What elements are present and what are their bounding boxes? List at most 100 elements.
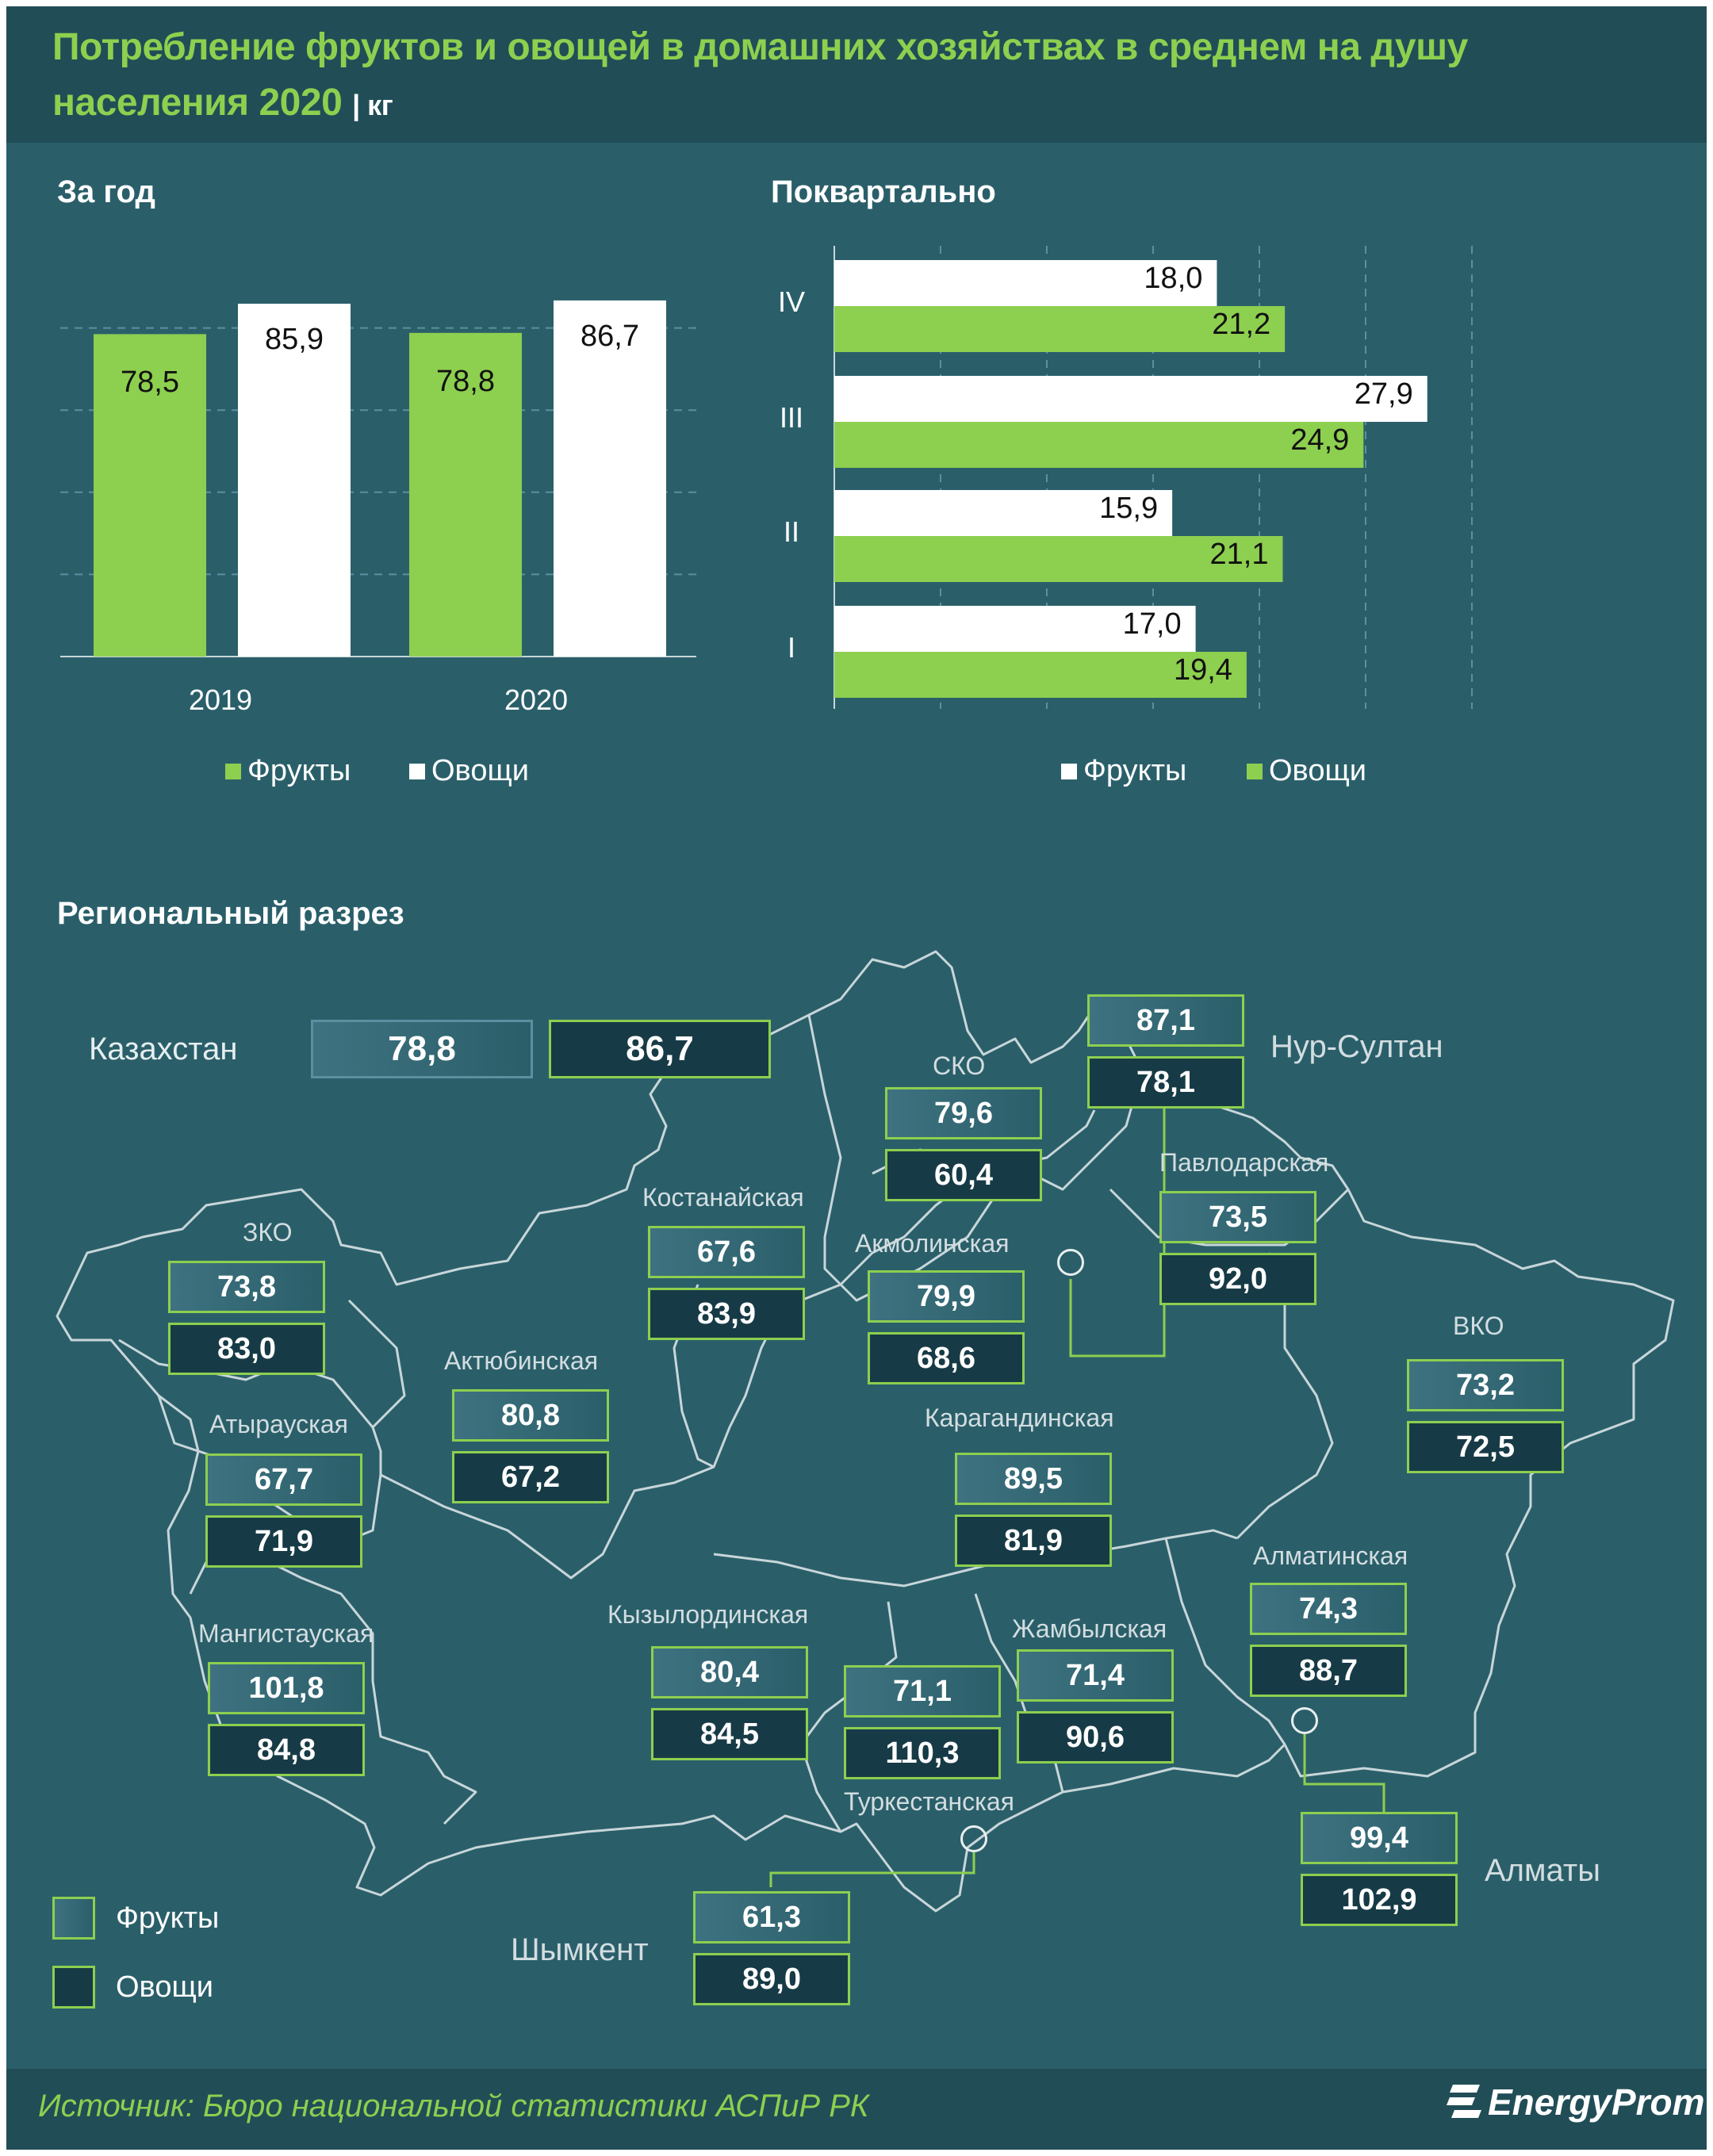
border-kostanay-akmola	[807, 1014, 1144, 1302]
region-name-pavlodar: Павлодарская	[1159, 1148, 1329, 1177]
title-unit: | кг	[352, 89, 393, 121]
region-veg-box-kostanay: 83,9	[648, 1288, 805, 1340]
quarterly-chart	[834, 246, 1473, 709]
title-line-2: населения 2020 | кг	[52, 82, 393, 124]
quarterly-bar-III-fruits	[834, 376, 1428, 422]
region-fruits-box-almatyobl: 74,3	[1250, 1583, 1407, 1635]
region-fruits-box-karaganda: 89,5	[955, 1453, 1112, 1505]
annual-value-label: 78,5	[121, 366, 179, 400]
region-veg-box-turkestan: 110,3	[844, 1727, 1001, 1779]
annual-value-label: 86,7	[581, 319, 639, 353]
annual-legend-fruits: Фрукты	[225, 754, 351, 788]
leader-nursultan	[1069, 1085, 1166, 1358]
regional-legend-veg: Овощи	[116, 1970, 213, 2004]
region-fruits-box-vko: 73,2	[1407, 1359, 1564, 1411]
region-fruits-box-atyrau: 67,7	[205, 1453, 362, 1506]
quarterly-bar-I-fruits	[834, 606, 1196, 652]
map-outline	[56, 950, 1675, 1913]
legend-swatch-white	[409, 763, 425, 779]
annual-bar-2020-veg	[554, 300, 666, 657]
kazakhstan-veg-box: 86,7	[549, 1020, 771, 1078]
region-name-mangistau: Мангистауская	[198, 1619, 374, 1648]
region-name-turkestan: Туркестанская	[844, 1787, 1014, 1816]
quarterly-bars	[834, 260, 1428, 698]
border-karaganda-vko	[1236, 1252, 1334, 1540]
annual-bars	[94, 300, 666, 657]
border-atyrau-mangistau	[157, 1395, 382, 1548]
region-name-nursultan: Нур-Султан	[1270, 1029, 1443, 1064]
region-name-kyzylorda: Кызылординская	[607, 1600, 809, 1629]
leader-almaty	[1303, 1734, 1385, 1816]
title-line-1: Потребление фруктов и овощей в домашних …	[52, 26, 1468, 68]
annual-year-label: 2020	[504, 684, 569, 716]
legend-veg-swatch	[52, 1966, 95, 2009]
footer-bar	[6, 2069, 1707, 2150]
regional-legend-fruits: Фрукты	[116, 1901, 220, 1935]
annual-legend-veg: Овощи	[409, 754, 529, 788]
nursultan-city-marker	[1057, 1249, 1084, 1276]
quarterly-bar-IV-veg	[834, 306, 1286, 352]
region-fruits-box-sko: 79,6	[885, 1087, 1042, 1139]
region-name-sko: СКО	[933, 1051, 986, 1080]
region-veg-box-nursultan: 78,1	[1087, 1056, 1244, 1109]
region-name-karaganda: Карагандинская	[925, 1404, 1114, 1432]
annual-year-label: 2019	[188, 684, 253, 716]
almaty-city-marker	[1291, 1707, 1318, 1734]
region-veg-box-almaty: 102,9	[1301, 1874, 1458, 1926]
region-veg-box-karaganda: 81,9	[955, 1515, 1112, 1567]
region-fruits-box-shymkent: 61,3	[693, 1891, 850, 1943]
region-fruits-box-nursultan: 87,1	[1087, 994, 1244, 1047]
region-veg-box-mangistau: 84,8	[208, 1724, 365, 1776]
quarterly-bar-II-veg	[834, 536, 1283, 582]
region-fruits-box-pavlodar: 73,5	[1159, 1191, 1316, 1243]
annual-value-label: 85,9	[265, 323, 324, 357]
quarterly-value-label: 15,9	[1099, 492, 1159, 525]
quarterly-value-label: 18,0	[1144, 262, 1203, 295]
annual-heading: За год	[57, 174, 155, 209]
border-zhambyl-turkestan	[974, 1593, 1064, 1793]
quarterly-legend-veg: Овощи	[1247, 754, 1366, 788]
region-name-zhambyl: Жамбылская	[1012, 1614, 1167, 1643]
legend-swatch-white	[1061, 763, 1077, 779]
region-fruits-box-turkestan: 71,1	[844, 1665, 1001, 1718]
region-veg-box-shymkent: 89,0	[693, 1953, 850, 2005]
kazakhstan-fruits-box: 78,8	[311, 1020, 533, 1078]
quarterly-bar-I-veg	[834, 652, 1247, 698]
energyprom-logo: EnergyProm	[1445, 2081, 1705, 2123]
border-aktobe-kyzylorda	[380, 1180, 968, 1580]
quarterly-value-label: 17,0	[1122, 607, 1182, 641]
leader-shymkent	[769, 1852, 975, 1887]
legend-fruits-swatch	[52, 1897, 95, 1940]
region-fruits-box-zko: 73,8	[168, 1261, 325, 1313]
region-veg-box-pavlodar: 92,0	[1159, 1253, 1316, 1305]
region-fruits-box-aktobe: 80,8	[452, 1389, 609, 1442]
region-veg-box-akmola: 68,6	[868, 1332, 1025, 1384]
quarterly-value-label: 21,2	[1212, 308, 1271, 341]
region-name-almatyobl: Алматинская	[1253, 1541, 1408, 1570]
region-veg-box-sko: 60,4	[885, 1149, 1042, 1201]
region-fruits-box-akmola: 79,9	[868, 1270, 1025, 1323]
border-zko-atyrau	[118, 1338, 374, 1428]
kazakhstan-label: Казахстан	[89, 1032, 238, 1067]
quarterly-category-label: II	[783, 515, 799, 548]
region-name-shymkent: Шымкент	[511, 1932, 649, 1967]
map-borders	[56, 950, 1675, 1913]
legend-swatch-green	[1247, 763, 1263, 779]
border-kyzylorda-turkestan	[799, 1601, 898, 1832]
region-veg-box-atyrau: 71,9	[205, 1515, 362, 1568]
quarterly-category-label: I	[787, 631, 795, 664]
region-name-kostanay: Костанайская	[642, 1183, 804, 1212]
regional-heading: Региональный разрез	[57, 896, 404, 931]
annual-bar-2019-veg	[238, 304, 351, 657]
quarterly-value-label: 27,9	[1354, 377, 1413, 411]
annual-value-label: 78,8	[436, 364, 495, 398]
region-veg-box-aktobe: 67,2	[452, 1451, 609, 1503]
region-veg-box-zko: 83,0	[168, 1323, 325, 1375]
quarterly-bar-III-veg	[834, 422, 1364, 468]
region-fruits-box-almaty: 99,4	[1301, 1812, 1458, 1864]
region-name-akmola: Акмолинская	[855, 1229, 1010, 1258]
region-veg-box-kyzylorda: 84,5	[651, 1708, 808, 1760]
region-fruits-box-zhambyl: 71,4	[1017, 1649, 1174, 1702]
shymkent-city-marker	[960, 1825, 987, 1852]
